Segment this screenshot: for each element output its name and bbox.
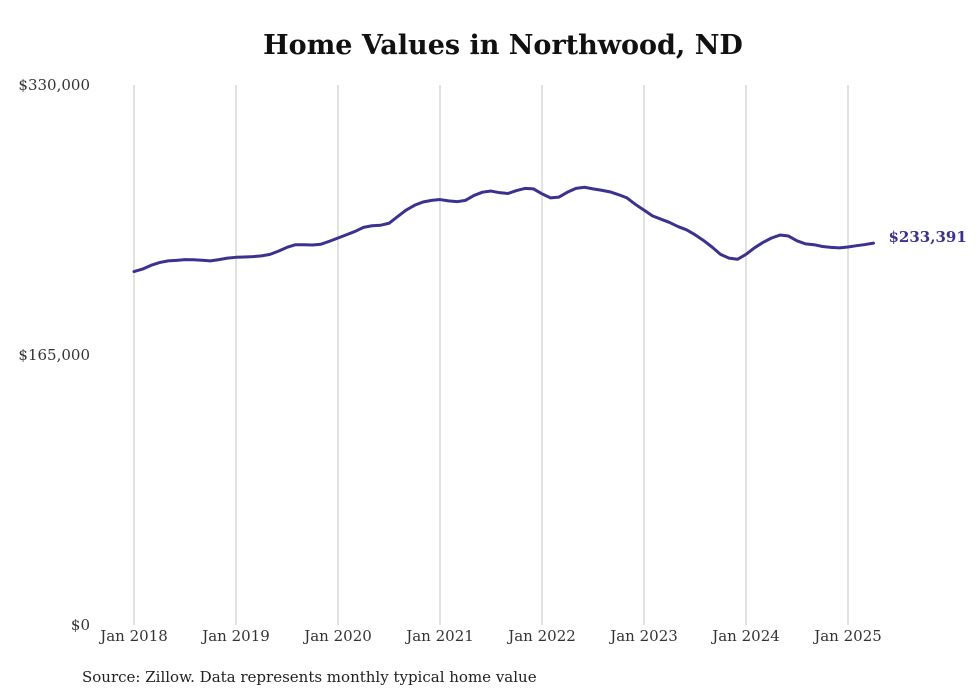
x-tick-label: Jan 2018 xyxy=(98,627,168,645)
x-tick-label: Jan 2019 xyxy=(200,627,270,645)
x-tick-label: Jan 2023 xyxy=(608,627,678,645)
x-tick-label: Jan 2024 xyxy=(710,627,780,645)
x-tick-label: Jan 2022 xyxy=(506,627,576,645)
y-tick-label: $165,000 xyxy=(18,346,90,364)
y-tick-label: $0 xyxy=(71,616,90,634)
x-axis-ticks: Jan 2018 Jan 2019 Jan 2020 Jan 2021 Jan 2022… xyxy=(98,627,882,645)
source-note: Source: Zillow. Data represents monthly … xyxy=(82,668,537,686)
gridlines xyxy=(133,85,849,625)
x-tick-label: Jan 2025 xyxy=(812,627,882,645)
x-tick-label: Jan 2020 xyxy=(302,627,372,645)
x-tick-label: Jan 2021 xyxy=(404,627,474,645)
y-tick-label: $330,000 xyxy=(18,76,90,94)
y-axis-ticks: $0 $165,000 $330,000 xyxy=(18,76,90,634)
home-value-line xyxy=(132,185,875,274)
end-value-label: $233,391 xyxy=(889,228,967,246)
chart-title: Home Values in Northwood, ND xyxy=(263,30,743,61)
